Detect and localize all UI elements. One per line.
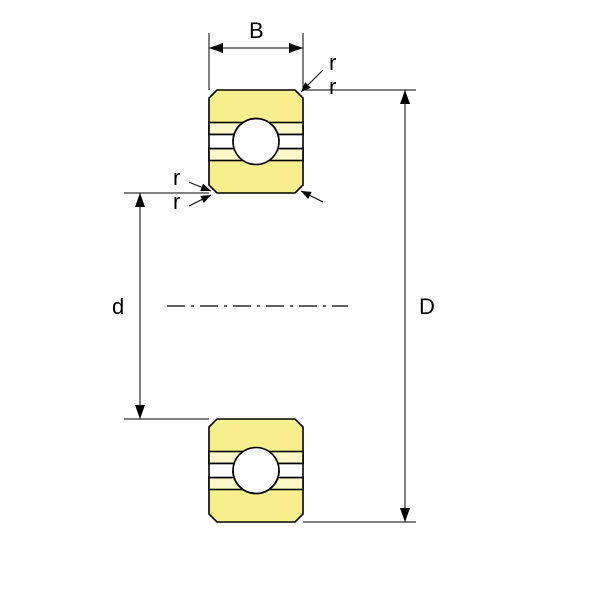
label-fillet-r1: r (329, 50, 336, 76)
label-fillet-r3: r (173, 189, 180, 215)
label-outer-D: D (419, 294, 435, 320)
label-width-B: B (249, 18, 264, 44)
bearing-diagram: BDdrrrr (0, 0, 600, 600)
label-fillet-r2: r (173, 165, 180, 191)
label-fillet-r1b: r (329, 74, 336, 100)
label-inner-d: d (112, 294, 124, 320)
